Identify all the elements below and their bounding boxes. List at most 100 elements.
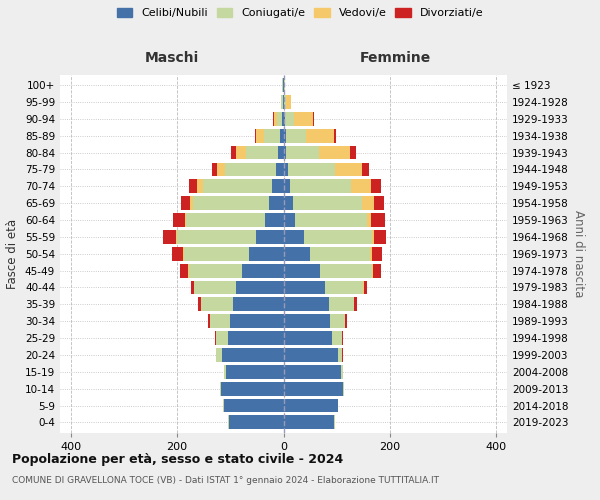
Bar bbox=[313, 112, 314, 126]
Bar bbox=[185, 213, 186, 227]
Bar bbox=[284, 95, 286, 109]
Bar bbox=[226, 365, 284, 378]
Bar bbox=[215, 331, 216, 345]
Bar bbox=[284, 314, 331, 328]
Bar bbox=[210, 314, 230, 328]
Bar bbox=[294, 112, 313, 126]
Text: Femmine: Femmine bbox=[359, 51, 431, 65]
Bar bbox=[284, 162, 288, 176]
Bar bbox=[306, 129, 334, 142]
Bar bbox=[288, 162, 335, 176]
Bar bbox=[343, 382, 344, 396]
Bar bbox=[284, 365, 341, 378]
Bar bbox=[191, 280, 194, 294]
Bar bbox=[345, 314, 347, 328]
Bar bbox=[230, 314, 284, 328]
Bar bbox=[256, 129, 265, 142]
Bar bbox=[224, 365, 226, 378]
Bar bbox=[325, 280, 364, 294]
Bar bbox=[189, 264, 242, 278]
Bar bbox=[233, 298, 284, 312]
Bar bbox=[194, 280, 236, 294]
Bar bbox=[190, 196, 193, 210]
Bar bbox=[269, 196, 284, 210]
Bar bbox=[320, 264, 372, 278]
Bar bbox=[284, 264, 320, 278]
Bar bbox=[286, 95, 292, 109]
Bar bbox=[373, 264, 381, 278]
Bar bbox=[286, 146, 319, 160]
Bar bbox=[284, 180, 290, 193]
Bar bbox=[208, 314, 210, 328]
Bar bbox=[374, 230, 386, 244]
Bar bbox=[173, 213, 185, 227]
Text: COMUNE DI GRAVELLONA TOCE (VB) - Dati ISTAT 1° gennaio 2024 - Elaborazione TUTTI: COMUNE DI GRAVELLONA TOCE (VB) - Dati IS… bbox=[12, 476, 439, 485]
Bar bbox=[284, 382, 343, 396]
Bar bbox=[319, 146, 350, 160]
Bar bbox=[284, 298, 329, 312]
Bar bbox=[282, 112, 284, 126]
Bar bbox=[370, 247, 372, 260]
Bar bbox=[351, 180, 371, 193]
Bar bbox=[216, 348, 223, 362]
Bar bbox=[236, 280, 284, 294]
Bar bbox=[190, 180, 197, 193]
Bar bbox=[284, 112, 294, 126]
Bar bbox=[367, 213, 371, 227]
Bar bbox=[184, 247, 249, 260]
Bar bbox=[342, 331, 343, 345]
Bar bbox=[371, 213, 385, 227]
Bar bbox=[329, 298, 354, 312]
Bar bbox=[193, 196, 269, 210]
Text: Maschi: Maschi bbox=[145, 51, 199, 65]
Bar bbox=[181, 196, 190, 210]
Bar bbox=[364, 280, 367, 294]
Bar bbox=[334, 129, 336, 142]
Bar bbox=[284, 129, 286, 142]
Bar bbox=[221, 382, 284, 396]
Bar bbox=[332, 331, 342, 345]
Bar bbox=[275, 162, 284, 176]
Bar bbox=[217, 162, 225, 176]
Bar bbox=[372, 247, 382, 260]
Bar bbox=[374, 196, 383, 210]
Bar bbox=[224, 398, 284, 412]
Bar bbox=[362, 162, 368, 176]
Bar bbox=[284, 247, 310, 260]
Bar bbox=[225, 162, 275, 176]
Bar bbox=[372, 230, 374, 244]
Bar bbox=[293, 196, 362, 210]
Bar bbox=[176, 230, 177, 244]
Text: Popolazione per età, sesso e stato civile - 2024: Popolazione per età, sesso e stato civil… bbox=[12, 452, 343, 466]
Bar bbox=[338, 348, 342, 362]
Bar bbox=[310, 247, 370, 260]
Bar bbox=[265, 129, 280, 142]
Bar bbox=[290, 180, 351, 193]
Bar bbox=[203, 180, 272, 193]
Bar bbox=[284, 230, 304, 244]
Bar bbox=[284, 348, 338, 362]
Bar bbox=[220, 382, 221, 396]
Bar bbox=[362, 196, 374, 210]
Bar bbox=[350, 146, 356, 160]
Bar bbox=[242, 264, 284, 278]
Bar bbox=[223, 348, 284, 362]
Bar bbox=[232, 146, 236, 160]
Bar bbox=[186, 213, 265, 227]
Bar bbox=[354, 298, 357, 312]
Bar bbox=[284, 398, 338, 412]
Bar bbox=[199, 298, 201, 312]
Bar bbox=[274, 112, 277, 126]
Bar bbox=[281, 95, 283, 109]
Bar bbox=[177, 230, 256, 244]
Bar bbox=[212, 162, 217, 176]
Bar bbox=[284, 213, 295, 227]
Bar bbox=[249, 247, 284, 260]
Bar bbox=[278, 146, 284, 160]
Bar bbox=[229, 416, 284, 430]
Bar bbox=[163, 230, 176, 244]
Y-axis label: Anni di nascita: Anni di nascita bbox=[572, 210, 585, 298]
Bar bbox=[331, 314, 345, 328]
Bar bbox=[216, 331, 227, 345]
Bar bbox=[246, 146, 278, 160]
